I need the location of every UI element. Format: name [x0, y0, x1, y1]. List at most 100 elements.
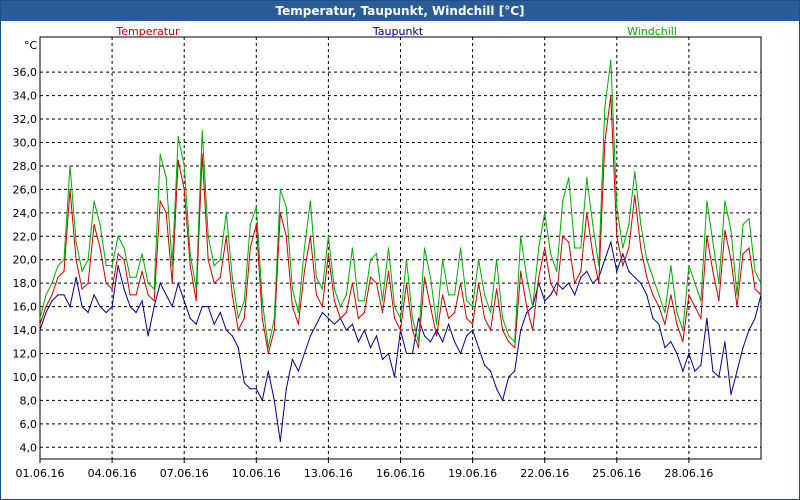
point-temperatur: [478, 282, 480, 284]
point-taupunkt: [285, 388, 287, 390]
point-taupunkt: [520, 329, 522, 331]
point-temperatur: [526, 306, 528, 308]
point-taupunkt: [664, 347, 666, 349]
point-temperatur: [177, 159, 179, 161]
x-tick-label: 07.06.16: [160, 467, 209, 480]
point-windchill: [249, 224, 251, 226]
point-windchill: [760, 282, 762, 284]
point-windchill: [550, 253, 552, 255]
y-tick-labels: 4,0 6,0 8,0 10,0 12,0 14,0 16,0 18,0 20,0 22,0 24,…: [13, 66, 38, 454]
y-tick-label: 26,0: [13, 183, 38, 196]
point-windchill: [315, 276, 317, 278]
point-windchill: [57, 265, 59, 267]
point-temperatur: [532, 329, 534, 331]
point-taupunkt: [237, 347, 239, 349]
point-taupunkt: [219, 311, 221, 314]
point-windchill: [682, 329, 684, 331]
point-taupunkt: [333, 323, 335, 325]
point-windchill: [237, 317, 239, 319]
point-temperatur: [718, 300, 720, 302]
point-windchill: [694, 282, 696, 284]
point-taupunkt: [688, 352, 690, 355]
point-windchill: [345, 294, 347, 296]
point-windchill: [592, 224, 594, 226]
point-taupunkt: [93, 294, 95, 296]
point-temperatur: [634, 194, 636, 196]
point-temperatur: [291, 306, 293, 308]
point-windchill: [351, 247, 353, 249]
point-windchill: [99, 224, 101, 226]
point-taupunkt: [460, 352, 462, 355]
point-taupunkt: [556, 282, 558, 284]
point-temperatur: [213, 282, 215, 284]
point-windchill: [754, 270, 756, 272]
point-windchill: [105, 265, 107, 267]
point-temperatur: [105, 282, 107, 284]
point-temperatur: [315, 294, 317, 296]
y-tick-label: 34,0: [13, 90, 38, 103]
point-windchill: [189, 253, 191, 255]
point-taupunkt: [580, 276, 582, 278]
y-tick-label: 20,0: [13, 254, 38, 267]
point-windchill: [628, 224, 630, 226]
point-windchill: [670, 265, 672, 267]
point-windchill: [183, 165, 185, 167]
point-windchill: [730, 229, 732, 231]
point-temperatur: [345, 311, 347, 314]
point-taupunkt: [574, 294, 576, 296]
point-windchill: [69, 165, 71, 167]
point-temperatur: [369, 276, 372, 278]
point-windchill: [357, 300, 359, 302]
point-temperatur: [670, 294, 672, 296]
point-taupunkt: [604, 259, 606, 261]
point-taupunkt: [123, 288, 125, 290]
point-taupunkt: [616, 270, 618, 272]
point-windchill: [207, 235, 209, 237]
point-temperatur: [676, 323, 678, 325]
point-windchill: [219, 259, 221, 261]
point-windchill: [574, 247, 576, 249]
point-windchill: [520, 235, 522, 237]
point-temperatur: [484, 317, 486, 319]
point-windchill: [135, 276, 137, 278]
point-taupunkt: [622, 253, 624, 255]
point-windchill: [538, 247, 540, 249]
point-taupunkt: [472, 329, 474, 331]
point-taupunkt: [502, 399, 504, 401]
point-taupunkt: [183, 300, 185, 302]
point-windchill: [700, 300, 702, 302]
point-temperatur: [309, 235, 311, 237]
point-taupunkt: [718, 376, 720, 378]
point-windchill: [652, 276, 654, 278]
point-windchill: [508, 335, 510, 337]
point-temperatur: [123, 259, 125, 261]
point-taupunkt: [195, 323, 197, 325]
y-tick-label: 16,0: [13, 301, 38, 314]
point-windchill: [472, 306, 474, 308]
point-windchill: [147, 282, 149, 284]
point-temperatur: [544, 247, 546, 249]
point-temperatur: [207, 259, 209, 261]
point-windchill: [285, 206, 287, 208]
point-taupunkt: [213, 323, 215, 325]
point-windchill: [75, 241, 77, 243]
point-taupunkt: [375, 335, 378, 337]
point-temperatur: [646, 276, 648, 278]
point-windchill: [297, 311, 299, 314]
point-temperatur: [69, 188, 71, 190]
point-windchill: [387, 247, 390, 249]
point-temperatur: [57, 276, 59, 278]
y-tick-label: 36,0: [13, 66, 38, 79]
point-windchill: [375, 253, 378, 255]
point-taupunkt: [99, 306, 101, 308]
point-windchill: [676, 311, 678, 314]
point-temperatur: [550, 282, 552, 284]
y-tick-label: 24,0: [13, 207, 38, 220]
point-taupunkt: [496, 388, 498, 390]
point-windchill: [454, 294, 456, 296]
point-temperatur: [760, 294, 762, 296]
y-tick-label: 22,0: [13, 230, 38, 243]
point-temperatur: [267, 352, 269, 355]
point-windchill: [291, 288, 293, 290]
